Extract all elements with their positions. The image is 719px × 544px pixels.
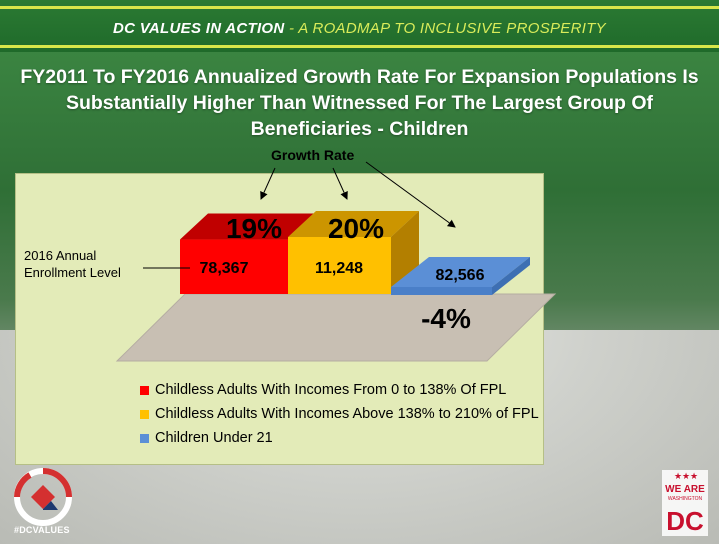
logo-dc: DC — [666, 506, 704, 536]
enrollment-label: 2016 Annual Enrollment Level — [24, 247, 121, 281]
arrow-to-yellow — [332, 167, 348, 200]
logo-we-are: WE ARE — [665, 484, 705, 495]
slide-title: FY2011 To FY2016 Annualized Growth Rate … — [20, 66, 699, 140]
enrollment-label-line2: Enrollment Level — [24, 265, 121, 280]
growth-label-yellow: 20% — [328, 213, 384, 244]
chart-floor — [115, 293, 557, 362]
banner-brand: DC VALUES IN ACTION — [113, 20, 285, 37]
banner-text: DC VALUES IN ACTION - A ROADMAP TO INCLU… — [0, 20, 719, 37]
chart-legend: Childless Adults With Incomes From 0 to … — [140, 378, 539, 450]
bar-front-blue — [391, 287, 492, 295]
legend-swatch-red — [140, 385, 149, 395]
logo-star-2: ★ — [682, 471, 690, 481]
growth-label-blue: -4% — [421, 303, 471, 334]
logo-star-3: ★ — [690, 471, 698, 481]
legend-item-yellow: Childless Adults With Incomes Above 138%… — [140, 402, 539, 426]
enrollment-label-blue: 82,566 — [436, 267, 485, 284]
legend-item-red: Childless Adults With Incomes From 0 to … — [140, 378, 539, 402]
logo-star-1: ★ — [674, 471, 682, 481]
we-are-washington-dc-logo: ★ ★ ★ WE ARE WASHINGTON DC — [662, 470, 708, 536]
legend-label-red: Childless Adults With Incomes From 0 to … — [155, 382, 507, 398]
enrollment-label-red: 78,367 — [200, 260, 249, 277]
bar-front-red — [180, 239, 288, 294]
enrollment-label-yellow: 11,248 — [315, 260, 363, 277]
logo-washington: WASHINGTON — [668, 496, 703, 502]
legend-label-yellow: Childless Adults With Incomes Above 138%… — [155, 406, 539, 422]
dc-values-logo — [14, 468, 72, 526]
banner-stripe-bottom — [0, 45, 719, 48]
growth-label-red: 19% — [226, 213, 282, 244]
bar-side-blue — [492, 257, 530, 295]
arrow-to-red — [260, 167, 276, 200]
legend-swatch-blue — [140, 433, 149, 443]
banner-subtitle: A ROADMAP TO INCLUSIVE PROSPERITY — [298, 20, 606, 37]
legend-item-blue: Children Under 21 — [140, 426, 539, 450]
arrow-to-blue — [365, 161, 456, 228]
banner-stripe-top — [0, 6, 719, 9]
legend-swatch-yellow — [140, 409, 149, 419]
growth-rate-label: Growth Rate — [271, 147, 355, 163]
bar-top-yellow — [288, 211, 419, 237]
bar-top-blue — [391, 257, 530, 287]
bar-top-red — [180, 213, 316, 240]
dc-values-hashtag: #DCVALUES — [14, 525, 70, 535]
legend-label-blue: Children Under 21 — [155, 430, 273, 446]
banner: DC VALUES IN ACTION - A ROADMAP TO INCLU… — [0, 0, 719, 52]
bar-front-yellow — [288, 237, 391, 294]
banner-separator: - — [284, 20, 299, 37]
enrollment-label-line1: 2016 Annual — [24, 248, 97, 263]
